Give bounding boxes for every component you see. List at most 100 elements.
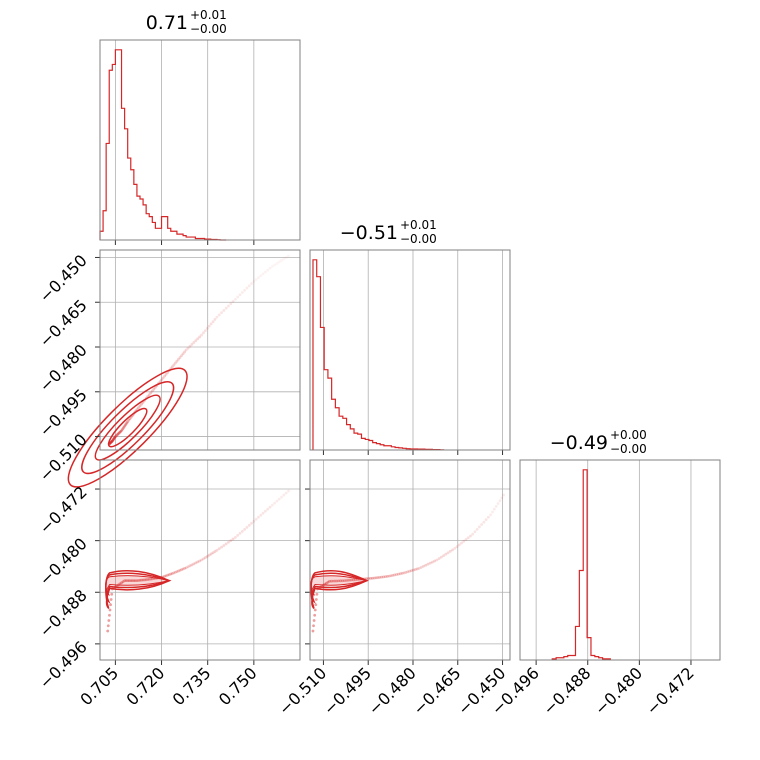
scatter-point-p2_vs_p1-11-6: [484, 518, 488, 522]
scatter-point-p1_vs_p0-8-6: [181, 352, 185, 356]
scatter-point-p2_vs_p0-9-2: [220, 545, 223, 549]
scatter-point-p2_vs_p0-4-0: [147, 577, 151, 581]
scatter-point-p2_vs_p0-12-7: [287, 489, 290, 493]
scatter-point-p2_vs_p0-6-3: [177, 569, 180, 573]
scatter-point-p1_vs_p0-10-3: [205, 326, 209, 330]
scatter-point-p2_vs_p0-0-4: [108, 608, 112, 612]
scatter-point-p2_vs_p0-10-6: [247, 523, 251, 527]
panel-frame-1-1: [309, 249, 511, 451]
scatter-point-p2_vs_p1-8-4: [426, 562, 430, 566]
scatter-point-p1_vs_p0-2-3: [116, 432, 120, 436]
scatter-point-p2_vs_p1-6-2: [391, 573, 395, 577]
scatter-point-p1_vs_p0-3-6: [124, 422, 128, 426]
scatter-point-p1_vs_p0-3-1: [120, 428, 124, 431]
scatter-point-p1_vs_p0-10-6: [211, 320, 215, 324]
scatter-point-p1_vs_p0-0-3: [108, 441, 112, 445]
scatter-point-p1_vs_p0-2-5: [117, 431, 121, 435]
title-upper-0: +0.01: [190, 8, 227, 22]
scatter-point-p1_vs_p0-10-2: [203, 329, 207, 332]
title-lower-2: −0.00: [610, 442, 647, 456]
scatter-point-p1_vs_p0-11-6: [229, 302, 233, 306]
scatter-point-p1_vs_p0-9-0: [184, 348, 188, 352]
scatter-point-p2_vs_p1-6-7: [400, 571, 404, 575]
tick-label-x-1-0: −0.510: [275, 663, 330, 718]
scatter-point-p2_vs_p0-3-0: [135, 579, 139, 583]
scatter-point-p1_vs_p0-13-6: [266, 268, 270, 272]
scatter-point-p2_vs_p1-9-3: [442, 554, 445, 558]
contour-p2_vs_p1-2: [310, 570, 369, 610]
scatter-point-p2_vs_p1-3-2: [346, 578, 350, 582]
scatter-point-p1_vs_p0-8-1: [173, 361, 177, 365]
scatter-point-p2_vs_p0-3-2: [138, 578, 142, 582]
scatter-point-p2_vs_p1-7-2: [406, 570, 410, 574]
scatter-point-p2_vs_p1-5-1: [374, 576, 378, 580]
scatter-point-p2_vs_p1-12-6: [500, 496, 504, 500]
scatter-point-p1_vs_p0-14-5: [282, 257, 286, 261]
scatter-point-p1_vs_p0-11-1: [217, 313, 221, 317]
scatter-point-p2_vs_p1-6-1: [389, 574, 393, 578]
scatter-point-p2_vs_p1-8-1: [419, 565, 423, 569]
tick-label-x-0-2: 0.735: [169, 663, 215, 709]
scatter-point-p2_vs_p1-5-6: [383, 575, 387, 579]
scatter-point-p2_vs_p0-10-4: [243, 527, 247, 531]
scatter-point-p1_vs_p0-3-0: [120, 429, 123, 432]
scatter-point-p2_vs_p0-2-0: [123, 579, 127, 583]
scatter-point-p2_vs_p1-8-6: [430, 560, 434, 564]
scatter-point-p2_vs_p1-9-7: [451, 548, 454, 552]
histogram-2: [551, 469, 611, 660]
scatter-point-p2_vs_p1-11-1: [473, 530, 477, 534]
scatter-point-p2_vs_p1-12-7: [502, 493, 506, 497]
scatter-point-p2_vs_p1-8-0: [417, 566, 421, 570]
scatter-point-p2_vs_p0-7-6: [196, 560, 200, 564]
scatter-point-p2_vs_p1-11-7: [486, 515, 490, 519]
scatter-point-p1_vs_p0-10-4: [207, 324, 211, 328]
scatter-point-p2_vs_p1-3-4: [350, 578, 354, 582]
scatter-point-p2_vs_p1-1-7: [326, 580, 330, 584]
scatter-point-p2_vs_p1-10-0: [453, 546, 457, 550]
scatter-point-p2_vs_p1-2-1: [329, 579, 333, 583]
panel-frame-2-1: [309, 459, 511, 661]
panel-frame-2-0: [99, 459, 301, 661]
scatter-point-p2_vs_p1-9-1: [437, 557, 441, 560]
scatter-point-p2_vs_p1-12-0: [489, 513, 492, 517]
scatter-point-p2_vs_p0-5-5: [167, 573, 171, 576]
scatter-point-p2_vs_p1-9-2: [439, 555, 443, 559]
scatter-point-p2_vs_p0-6-6: [181, 567, 185, 571]
scatter-point-p2_vs_p1-8-2: [422, 564, 425, 568]
scatter-point-p2_vs_p1-4-7: [370, 576, 374, 580]
scatter-point-p2_vs_p0-0-5: [109, 603, 112, 607]
scatter-point-p2_vs_p0-8-3: [205, 554, 209, 558]
scatter-point-p2_vs_p0-11-4: [261, 511, 265, 515]
scatter-point-p2_vs_p0-7-2: [188, 564, 192, 568]
scatter-point-p2_vs_p0-6-7: [183, 566, 187, 570]
scatter-point-p1_vs_p0-1-4: [112, 437, 116, 441]
scatter-point-p2_vs_p1-2-7: [341, 579, 344, 583]
scatter-point-p1_vs_p0-10-1: [202, 331, 205, 335]
scatter-point-p2_vs_p0-7-4: [192, 562, 196, 566]
scatter-point-p2_vs_p0-12-1: [273, 501, 277, 505]
tick-label-x-0-3: 0.750: [215, 663, 261, 709]
scatter-point-p1_vs_p0-2-7: [119, 429, 123, 433]
title-lower-1: −0.00: [400, 232, 437, 246]
scatter-point-p1_vs_p0-3-3: [122, 425, 126, 429]
histogram-0: [99, 49, 227, 241]
scatter-point-p2_vs_p1-9-0: [435, 558, 439, 562]
scatter-point-p2_vs_p1-12-5: [498, 499, 502, 503]
tick-label-x-0-1: 0.720: [123, 663, 169, 709]
scatter-point-p2_vs_p0-1-7: [121, 580, 125, 584]
scatter-point-p1_vs_p0-11-4: [224, 306, 228, 310]
scatter-point-p2_vs_p1-0-3: [313, 613, 317, 617]
scatter-point-p1_vs_p0-0-7: [110, 440, 114, 443]
tick-label-y-2-3: −0.472: [36, 482, 91, 537]
tick-label-y-2-0: −0.496: [36, 637, 91, 692]
scatter-point-p2_vs_p0-7-5: [194, 561, 198, 565]
scatter-point-p1_vs_p0-10-7: [213, 318, 217, 321]
scatter-point-p1_vs_p0-6-1: [149, 391, 153, 395]
scatter-point-p1_vs_p0-1-7: [113, 435, 117, 439]
scatter-point-p1_vs_p0-11-5: [227, 304, 230, 308]
scatter-point-p2_vs_p0-10-7: [250, 521, 253, 525]
panel-frame-0-0: [99, 39, 301, 241]
scatter-point-p1_vs_p0-13-0: [252, 279, 256, 283]
scatter-point-p1_vs_p0-0-6: [110, 440, 113, 444]
